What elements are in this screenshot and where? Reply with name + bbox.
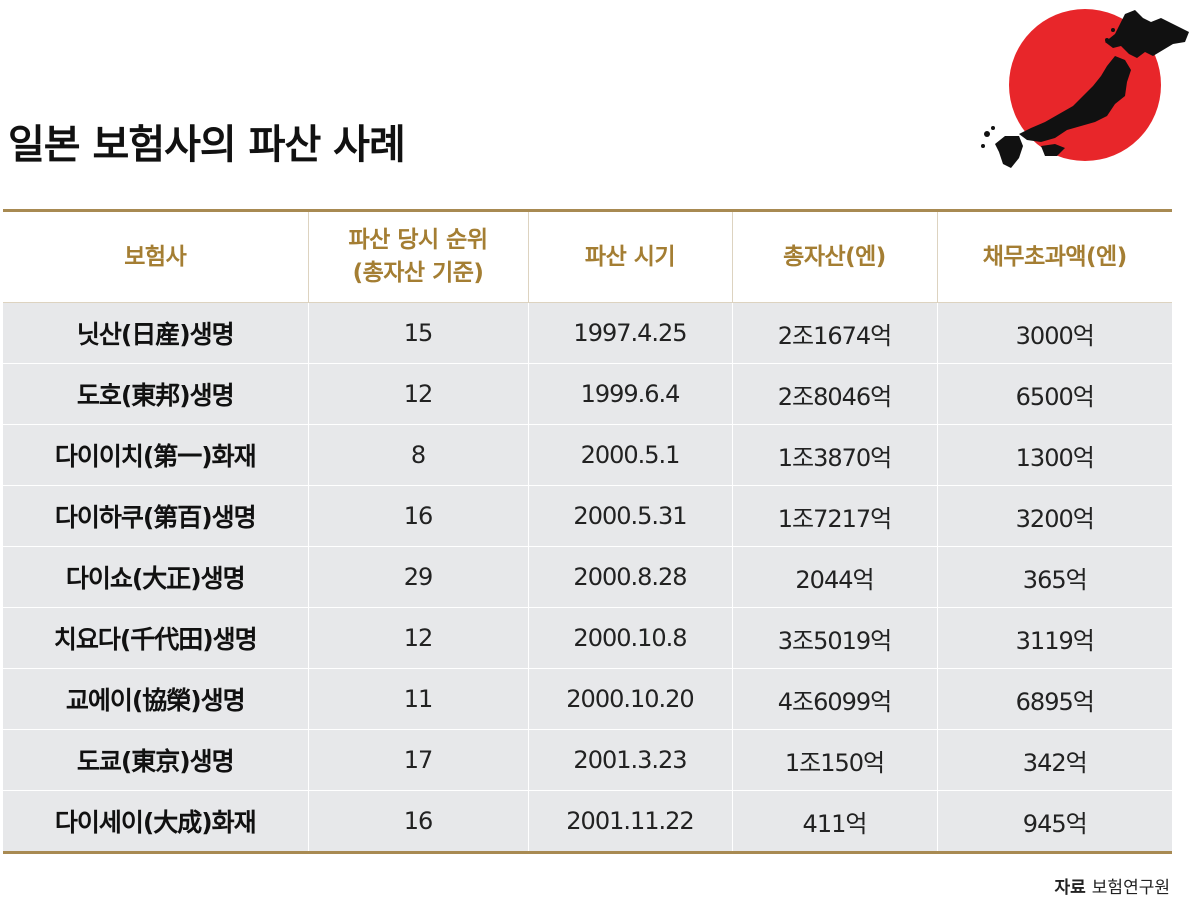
- cell-insurer: 교에이(協榮)생명: [3, 668, 309, 730]
- cell-date: 2000.5.31: [528, 485, 733, 547]
- cell-total-assets: 1조150억: [732, 729, 938, 791]
- cell-date: 1999.6.4: [528, 363, 733, 425]
- cell-excess-debt: 342억: [937, 729, 1172, 791]
- table-row: 도호(東邦)생명 12 1999.6.4 2조8046억 6500억: [3, 363, 1172, 425]
- table-row: 다이이치(第一)화재 8 2000.5.1 1조3870억 1300억: [3, 424, 1172, 486]
- cell-rank: 16: [308, 485, 529, 547]
- cell-rank: 17: [308, 729, 529, 791]
- page-title: 일본 보험사의 파산 사례: [8, 122, 406, 168]
- cell-total-assets: 2044억: [732, 546, 938, 608]
- cell-date: 1997.4.25: [528, 302, 733, 364]
- cell-excess-debt: 3119억: [937, 607, 1172, 669]
- cell-insurer: 다이세이(大成)화재: [3, 790, 309, 851]
- cell-total-assets: 1조7217억: [732, 485, 938, 547]
- cell-rank: 8: [308, 424, 529, 486]
- table-row: 다이하쿠(第百)생명 16 2000.5.31 1조7217억 3200억: [3, 485, 1172, 547]
- cell-excess-debt: 3000억: [937, 302, 1172, 364]
- cell-total-assets: 4조6099억: [732, 668, 938, 730]
- header-insurer: 보험사: [3, 212, 309, 303]
- source-label: 자료: [1054, 878, 1086, 898]
- cell-date: 2000.10.8: [528, 607, 733, 669]
- cell-insurer: 도쿄(東京)생명: [3, 729, 309, 791]
- cell-excess-debt: 6500억: [937, 363, 1172, 425]
- cell-rank: 11: [308, 668, 529, 730]
- cell-total-assets: 3조5019억: [732, 607, 938, 669]
- cell-rank: 16: [308, 790, 529, 851]
- header-date: 파산 시기: [528, 212, 733, 303]
- cell-insurer: 다이이치(第一)화재: [3, 424, 309, 486]
- cell-excess-debt: 6895억: [937, 668, 1172, 730]
- cell-rank: 15: [308, 302, 529, 364]
- table-row: 다이세이(大成)화재 16 2001.11.22 411억 945억: [3, 790, 1172, 851]
- header-excess-debt: 채무초과액(엔): [937, 212, 1172, 303]
- cell-excess-debt: 3200억: [937, 485, 1172, 547]
- table-header-row: 보험사 파산 당시 순위 (총자산 기준) 파산 시기 총자산(엔) 채무초과액…: [3, 212, 1172, 303]
- cell-date: 2000.10.20: [528, 668, 733, 730]
- cell-excess-debt: 365억: [937, 546, 1172, 608]
- source-text: 보험연구원: [1091, 878, 1170, 898]
- source-note: 자료 보험연구원: [1055, 873, 1170, 898]
- cell-insurer: 도호(東邦)생명: [3, 363, 309, 425]
- header-rank: 파산 당시 순위 (총자산 기준): [308, 212, 529, 303]
- cell-rank: 12: [308, 363, 529, 425]
- cell-rank: 12: [308, 607, 529, 669]
- table-row: 도쿄(東京)생명 17 2001.3.23 1조150억 342억: [3, 729, 1172, 791]
- cell-insurer: 다이하쿠(第百)생명: [3, 485, 309, 547]
- cell-date: 2001.11.22: [528, 790, 733, 851]
- cell-insurer: 다이쇼(大正)생명: [3, 546, 309, 608]
- bankruptcy-table-container: 보험사 파산 당시 순위 (총자산 기준) 파산 시기 총자산(엔) 채무초과액…: [3, 209, 1172, 854]
- table-row: 닛산(日産)생명 15 1997.4.25 2조1674억 3000억: [3, 302, 1172, 364]
- cell-excess-debt: 1300억: [937, 424, 1172, 486]
- japan-map-with-sun-icon: [981, 9, 1189, 168]
- japan-silhouette-shape: [981, 10, 1189, 168]
- cell-total-assets: 411억: [732, 790, 938, 851]
- cell-total-assets: 1조3870억: [732, 424, 938, 486]
- table-row: 치요다(千代田)생명 12 2000.10.8 3조5019억 3119억: [3, 607, 1172, 669]
- cell-date: 2001.3.23: [528, 729, 733, 791]
- table-row: 교에이(協榮)생명 11 2000.10.20 4조6099억 6895억: [3, 668, 1172, 730]
- table-row: 다이쇼(大正)생명 29 2000.8.28 2044억 365억: [3, 546, 1172, 608]
- cell-rank: 29: [308, 546, 529, 608]
- cell-date: 2000.5.1: [528, 424, 733, 486]
- cell-total-assets: 2조8046억: [732, 363, 938, 425]
- cell-insurer: 치요다(千代田)생명: [3, 607, 309, 669]
- header-total-assets: 총자산(엔): [732, 212, 938, 303]
- cell-insurer: 닛산(日産)생명: [3, 302, 309, 364]
- cell-excess-debt: 945억: [937, 790, 1172, 851]
- cell-date: 2000.8.28: [528, 546, 733, 608]
- cell-total-assets: 2조1674억: [732, 302, 938, 364]
- bankruptcy-table: 보험사 파산 당시 순위 (총자산 기준) 파산 시기 총자산(엔) 채무초과액…: [3, 212, 1172, 851]
